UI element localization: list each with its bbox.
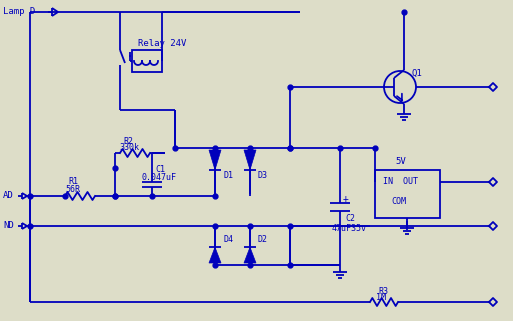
Text: R1: R1 bbox=[68, 178, 78, 187]
Text: 5V: 5V bbox=[395, 157, 406, 166]
Text: C1: C1 bbox=[155, 166, 165, 175]
Polygon shape bbox=[209, 247, 221, 263]
Bar bbox=[375, 170, 440, 218]
Text: D1: D1 bbox=[223, 171, 233, 180]
Text: 330k: 330k bbox=[119, 143, 139, 152]
Text: Lamp D: Lamp D bbox=[3, 7, 35, 16]
Text: D2: D2 bbox=[258, 236, 268, 245]
Text: ND: ND bbox=[3, 221, 14, 230]
Bar bbox=[132, 50, 162, 72]
Text: IN  OUT: IN OUT bbox=[383, 178, 418, 187]
Text: Q1: Q1 bbox=[412, 68, 423, 77]
Text: R2: R2 bbox=[123, 136, 133, 145]
Text: R3: R3 bbox=[378, 288, 388, 297]
Text: C2: C2 bbox=[345, 214, 355, 223]
Text: D3: D3 bbox=[258, 171, 268, 180]
Polygon shape bbox=[244, 150, 256, 170]
Polygon shape bbox=[209, 150, 221, 170]
Text: 47uF35v: 47uF35v bbox=[332, 224, 367, 233]
Text: COM: COM bbox=[391, 197, 406, 206]
Text: D4: D4 bbox=[223, 236, 233, 245]
Text: 56R: 56R bbox=[65, 185, 80, 194]
Text: 1M: 1M bbox=[376, 293, 386, 302]
Text: AD: AD bbox=[3, 192, 14, 201]
Polygon shape bbox=[244, 247, 256, 263]
Text: Relay 24V: Relay 24V bbox=[138, 39, 186, 48]
Text: 0.047uF: 0.047uF bbox=[142, 172, 177, 181]
Text: +: + bbox=[343, 195, 349, 204]
